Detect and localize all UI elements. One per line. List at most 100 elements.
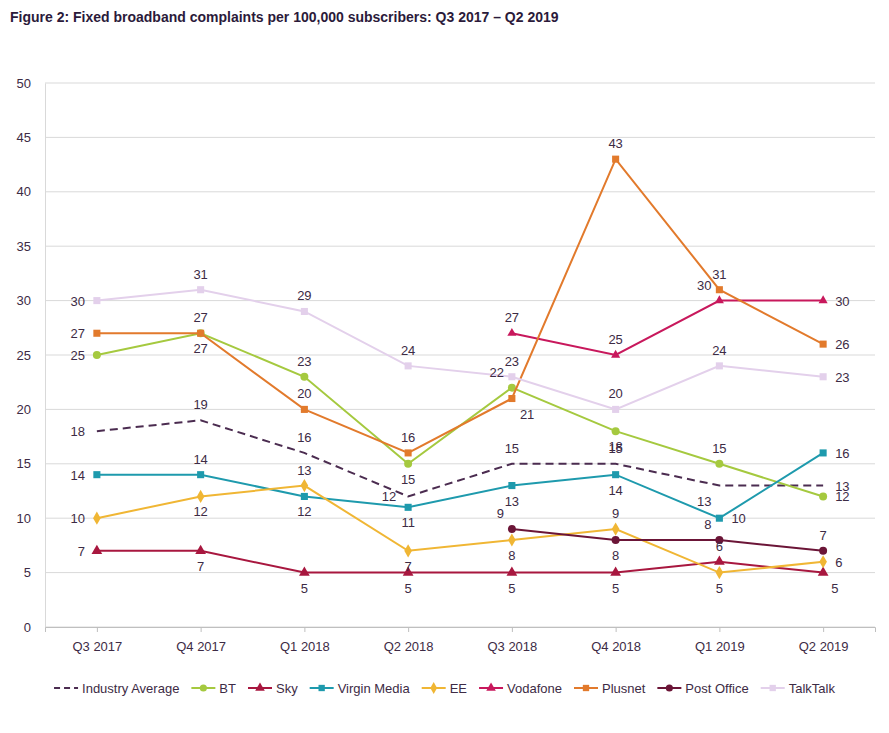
series-line [97,290,823,410]
y-tick: 0 [24,620,45,635]
data-label: 43 [608,136,622,151]
marker [300,373,308,381]
marker [716,566,724,579]
marker [714,556,725,565]
data-label: 19 [193,397,207,412]
y-tick-label: 15 [17,456,31,471]
marker [612,427,620,435]
data-label: 15 [712,441,726,456]
y-tick-label: 5 [24,565,31,580]
marker [819,295,828,303]
y-tick-label: 30 [17,293,31,308]
data-label: 8 [508,548,515,563]
y-tick: 25 [17,348,45,363]
x-tick: Q3 2017 [72,627,122,654]
x-tick-label: Q4 2017 [176,639,226,654]
marker [715,295,724,303]
legend-label: BT [219,681,236,696]
marker [612,471,619,478]
data-label: 30 [835,294,849,309]
x-tick: Q3 2018 [487,627,537,654]
legend-marker [255,682,265,690]
data-label: 5 [831,581,838,596]
y-tick-label: 50 [17,76,31,91]
y-tick: 20 [17,402,45,417]
y-tick: 35 [17,239,45,254]
grid-line [45,518,875,519]
data-label: 20 [297,386,311,401]
legend-label: EE [450,681,468,696]
y-tick-label: 25 [17,348,31,363]
marker [611,350,620,358]
x-tick-mark [304,627,305,632]
y-tick: 45 [17,130,45,145]
marker [197,286,204,293]
legend-item: Industry Average [54,681,179,696]
series-line [97,420,823,496]
marker [92,545,103,554]
series-line [97,159,823,453]
marker [404,460,412,468]
marker [405,504,412,511]
marker [405,449,412,456]
data-label: 14 [193,452,207,467]
title: Figure 2: Fixed broadband complaints per… [10,9,559,25]
data-label: 14 [608,483,622,498]
marker [405,362,412,369]
data-label: 27 [70,326,84,341]
y-tick-label: 45 [17,130,31,145]
legend-label: Post Office [685,681,748,696]
marker [716,286,723,293]
x-axis: Q3 2017 Q4 2017 Q1 2018 Q2 2018 Q3 2018 Q4 20… [46,627,876,654]
marker [508,373,515,380]
legend-item: Sky [248,681,298,696]
grid-line [45,355,875,356]
x-tick-label: Q3 2018 [487,639,537,654]
x-tick: Q4 2018 [591,627,641,654]
y-tick-label: 20 [17,402,31,417]
x-tick-label: Q1 2019 [695,639,745,654]
data-label: 29 [297,288,311,303]
legend-marker [770,685,776,691]
data-label: 7 [197,559,204,574]
y-tick-label: 0 [24,620,31,635]
data-label: 16 [401,430,415,445]
data-label: 7 [78,544,85,559]
marker [93,351,101,359]
grid-line [45,191,875,192]
data-label: 5 [716,581,723,596]
marker [508,533,516,546]
x-tick-label: Q1 2018 [280,639,330,654]
data-label: 25 [608,332,622,347]
marker [819,555,827,568]
marker [299,566,310,575]
data-label: 13 [505,494,519,509]
x-tick: Q2 2019 [799,627,849,654]
data-label: 30 [70,294,84,309]
data-label: 21 [520,407,534,422]
legend-item: EE [422,681,468,696]
marker [716,362,723,369]
x-tick: Q2 2018 [384,627,434,654]
grid [45,83,875,627]
x-tick-mark [201,627,202,632]
marker [820,449,827,456]
x-tick-label: Q3 2017 [72,639,122,654]
marker [197,490,205,503]
marker [197,329,205,337]
data-label: 7 [405,559,412,574]
legend-label: Sky [276,681,298,696]
data-label: 5 [612,581,619,596]
legend-item: Post Office [657,681,748,696]
data-label: 7 [820,528,827,543]
marker [612,536,620,544]
data-label: 11 [401,515,415,530]
data-label: 5 [405,581,412,596]
data-label: 30 [697,278,711,293]
data-label: 18 [608,439,622,454]
y-tick: 5 [24,565,45,580]
y-tick-label: 35 [17,239,31,254]
marker [301,493,308,500]
y-axis-line [45,84,46,628]
x-tick-mark [823,627,824,632]
